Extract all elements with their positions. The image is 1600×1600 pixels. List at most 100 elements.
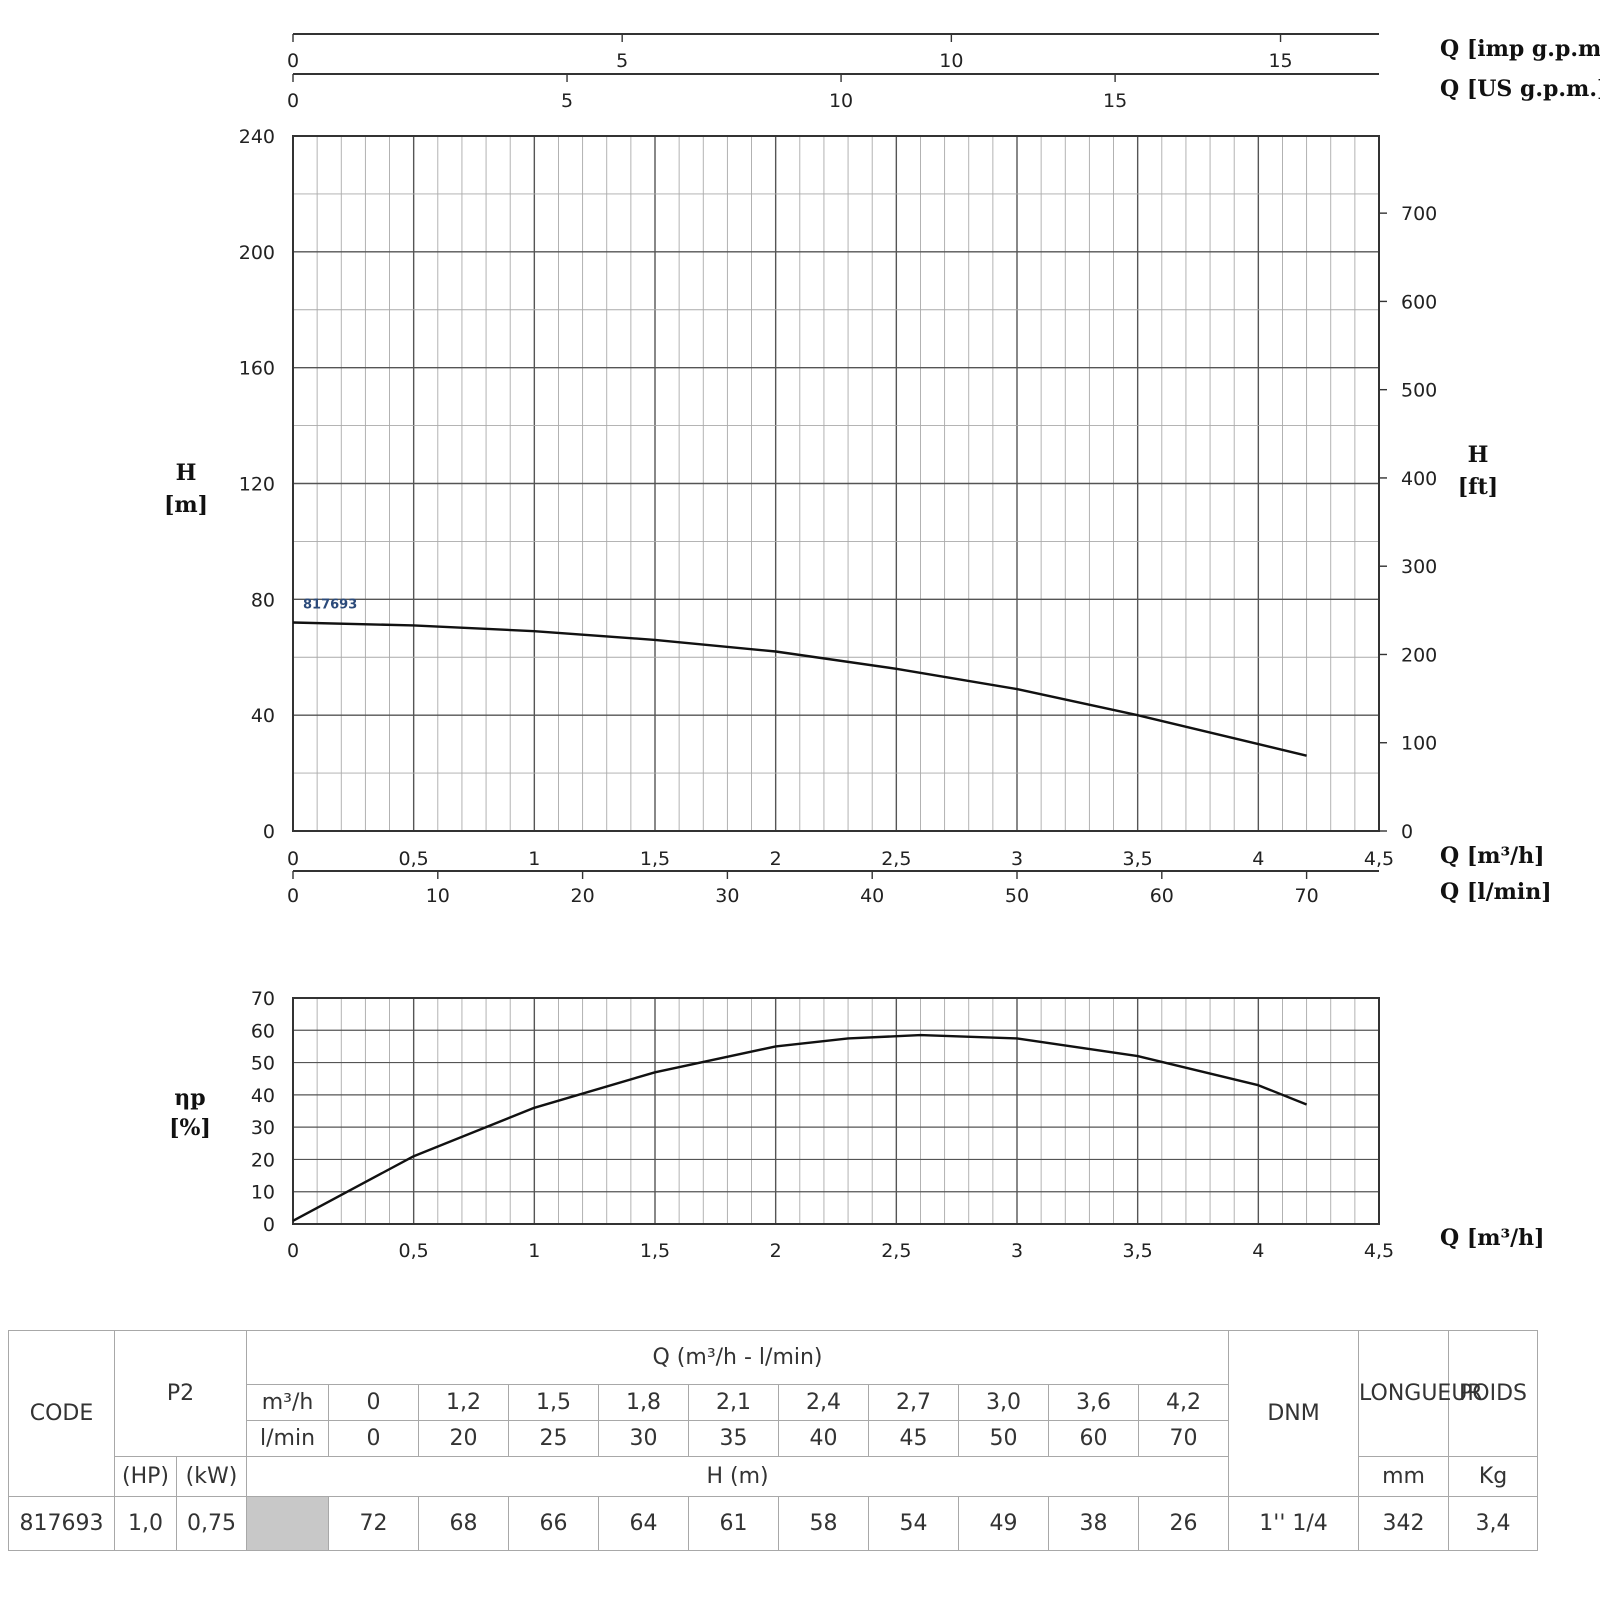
imp-gpm-tick-label: 5 xyxy=(616,50,628,72)
lmin-value: 35 xyxy=(688,1420,780,1457)
m3h-value: 0 xyxy=(328,1384,420,1421)
y-tick-label: 160 xyxy=(239,358,275,380)
y-tick-label: 40 xyxy=(251,1085,275,1107)
row-h-value: 26 xyxy=(1138,1496,1230,1551)
x-tick-label: 2,5 xyxy=(881,1240,911,1262)
y-tick-label: 70 xyxy=(251,988,275,1010)
row-h-value: 68 xyxy=(418,1496,510,1551)
row-code: 817693 xyxy=(8,1496,115,1551)
us-gpm-axis-title: Q [US g.p.m.] xyxy=(1440,76,1600,102)
row-h-value: 58 xyxy=(778,1496,870,1551)
code-header: CODE xyxy=(8,1330,115,1497)
lmin-value: 50 xyxy=(958,1420,1050,1457)
y-axis-title: H [m] xyxy=(164,460,208,518)
y-tick-label: 40 xyxy=(251,705,275,727)
kg-header: Kg xyxy=(1448,1456,1538,1497)
us-gpm-tick-label: 10 xyxy=(829,90,853,112)
us-gpm-tick-label: 15 xyxy=(1103,90,1127,112)
row-h-value: 72 xyxy=(328,1496,420,1551)
x-tick-label: 3 xyxy=(1011,848,1023,870)
row-poids: 3,4 xyxy=(1448,1496,1538,1551)
y-tick-label: 240 xyxy=(239,126,275,148)
y-axis-title: ηp [%] xyxy=(169,1085,211,1141)
m3h-value: 3,0 xyxy=(958,1384,1050,1421)
x-tick-label: 4 xyxy=(1252,848,1264,870)
x-tick-label: 2 xyxy=(770,1240,782,1262)
x-tick-label: 0,5 xyxy=(399,1240,429,1262)
lmin-tick-label: 60 xyxy=(1150,885,1174,907)
x-axis-title: Q [m³/h] xyxy=(1440,1225,1545,1251)
m3h-value: 2,1 xyxy=(688,1384,780,1421)
us-gpm-tick-label: 0 xyxy=(287,90,299,112)
right-axis-tick-label: 200 xyxy=(1401,644,1437,666)
row-hp: 1,0 xyxy=(114,1496,177,1551)
imp-gpm-axis-title: Q [imp g.p.m] xyxy=(1440,36,1600,62)
lmin-tick-label: 30 xyxy=(715,885,739,907)
x-tick-label: 3,5 xyxy=(1123,848,1153,870)
lmin-value: 30 xyxy=(598,1420,690,1457)
curve-label: 817693 xyxy=(303,598,357,613)
h-header: H (m) xyxy=(246,1456,1230,1497)
m3h-value: 1,8 xyxy=(598,1384,690,1421)
x-tick-label: 0,5 xyxy=(399,848,429,870)
right-axis-tick-label: 0 xyxy=(1401,821,1413,843)
longueur-header: LONGUEUR xyxy=(1358,1330,1483,1457)
row-h-value: 61 xyxy=(688,1496,780,1551)
right-axis-tick-label: 100 xyxy=(1401,733,1437,755)
lmin-tick-label: 50 xyxy=(1005,885,1029,907)
y-tick-label: 0 xyxy=(263,1214,275,1236)
x-tick-label: 2 xyxy=(770,848,782,870)
x-tick-label: 3,5 xyxy=(1123,1240,1153,1262)
lmin-header: l/min xyxy=(246,1420,330,1457)
lmin-value: 70 xyxy=(1138,1420,1230,1457)
x-tick-label: 4 xyxy=(1252,1240,1264,1262)
p2-header: P2 xyxy=(113,1330,248,1457)
right-axis-title: H [ft] xyxy=(1458,442,1498,500)
pump-spec-table: CODE P2 Q (m³/h - l/min) DNM LONGUEUR PO… xyxy=(8,1330,1538,1551)
x-axis-title: Q [m³/h] xyxy=(1440,843,1545,869)
x-tick-label: 2,5 xyxy=(881,848,911,870)
q-header: Q (m³/h - l/min) xyxy=(246,1330,1230,1385)
imp-gpm-tick-label: 0 xyxy=(287,50,299,72)
row-h-value: 64 xyxy=(598,1496,690,1551)
lmin-tick-label: 10 xyxy=(426,885,450,907)
us-gpm-tick-label: 5 xyxy=(561,90,573,112)
lmin-tick-label: 70 xyxy=(1295,885,1319,907)
right-axis-tick-label: 700 xyxy=(1401,203,1437,225)
x-tick-label: 1 xyxy=(528,848,540,870)
x-tick-label: 4,5 xyxy=(1364,848,1394,870)
row-dnm: 1'' 1/4 xyxy=(1228,1496,1360,1551)
row-h-value: 49 xyxy=(958,1496,1050,1551)
right-axis-tick-label: 600 xyxy=(1401,291,1437,313)
row-kw: 0,75 xyxy=(175,1496,248,1551)
head-curve xyxy=(292,621,1307,757)
right-axis-tick-label: 500 xyxy=(1401,380,1437,402)
lmin-axis-title: Q [l/min] xyxy=(1440,879,1552,905)
y-tick-label: 60 xyxy=(251,1020,275,1042)
poids-header: POIDS xyxy=(1448,1330,1538,1457)
plot-frame xyxy=(292,997,1380,1225)
dnm-header: DNM xyxy=(1228,1330,1360,1497)
lmin-tick-label: 0 xyxy=(287,885,299,907)
lmin-tick-label: 20 xyxy=(571,885,595,907)
y-tick-label: 50 xyxy=(251,1053,275,1075)
m3h-header: m³/h xyxy=(246,1384,330,1421)
y-tick-label: 80 xyxy=(251,589,275,611)
m3h-value: 1,2 xyxy=(418,1384,510,1421)
row-h-value: 66 xyxy=(508,1496,600,1551)
x-tick-label: 0 xyxy=(287,848,299,870)
m3h-value: 3,6 xyxy=(1048,1384,1140,1421)
lmin-value: 20 xyxy=(418,1420,510,1457)
row-longueur: 342 xyxy=(1358,1496,1450,1551)
hp-header: (HP) xyxy=(114,1456,177,1497)
m3h-value: 1,5 xyxy=(508,1384,600,1421)
y-tick-label: 200 xyxy=(239,242,275,264)
y-tick-label: 20 xyxy=(251,1149,275,1171)
row-h-value: 54 xyxy=(868,1496,960,1551)
m3h-value: 2,4 xyxy=(778,1384,870,1421)
x-tick-label: 4,5 xyxy=(1364,1240,1394,1262)
row-h-value: 38 xyxy=(1048,1496,1140,1551)
imp-gpm-tick-label: 15 xyxy=(1268,50,1292,72)
x-tick-label: 1,5 xyxy=(640,1240,670,1262)
